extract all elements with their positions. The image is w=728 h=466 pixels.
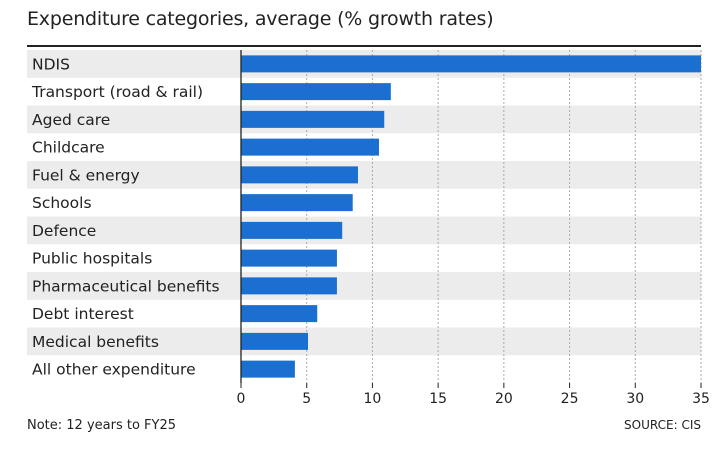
title-rule	[27, 45, 701, 47]
bar	[241, 55, 701, 73]
row-band	[27, 272, 701, 300]
category-label: Defence	[32, 222, 96, 240]
bar	[241, 332, 309, 350]
category-label: Medical benefits	[32, 333, 159, 351]
category-label: Debt interest	[32, 305, 134, 323]
row-band	[27, 216, 701, 245]
row-band	[27, 327, 701, 356]
x-tick-label: 30	[626, 391, 644, 407]
x-tick-label: 15	[429, 391, 447, 407]
row-band	[27, 161, 701, 189]
category-label: NDIS	[32, 55, 70, 73]
x-tick-label: 5	[302, 391, 311, 407]
category-label: Childcare	[32, 139, 105, 157]
bar	[241, 83, 391, 101]
bar	[241, 277, 337, 295]
x-tick-label: 20	[495, 391, 513, 407]
bar	[241, 138, 379, 156]
category-label: Public hospitals	[32, 250, 152, 268]
x-tick-label: 25	[561, 391, 579, 407]
category-label: Fuel & energy	[32, 166, 140, 184]
bar	[241, 305, 318, 323]
bar	[241, 110, 385, 128]
category-label: Transport (road & rail)	[31, 83, 203, 101]
chart-note: Note: 12 years to FY25	[27, 418, 177, 433]
bar	[241, 249, 337, 267]
bar	[241, 166, 358, 184]
x-tick-label: 35	[692, 391, 710, 407]
bar	[241, 221, 343, 239]
chart-title: Expenditure categories, average (% growt…	[27, 8, 494, 30]
x-tick-label: 0	[237, 391, 246, 407]
category-label: All other expenditure	[32, 361, 196, 379]
bar	[241, 360, 295, 378]
category-label: Aged care	[32, 111, 110, 129]
chart-source: SOURCE: CIS	[624, 418, 701, 432]
x-tick-label: 10	[364, 391, 382, 407]
category-label: Schools	[32, 194, 92, 212]
bar	[241, 194, 353, 212]
category-label: Pharmaceutical benefits	[32, 277, 220, 295]
